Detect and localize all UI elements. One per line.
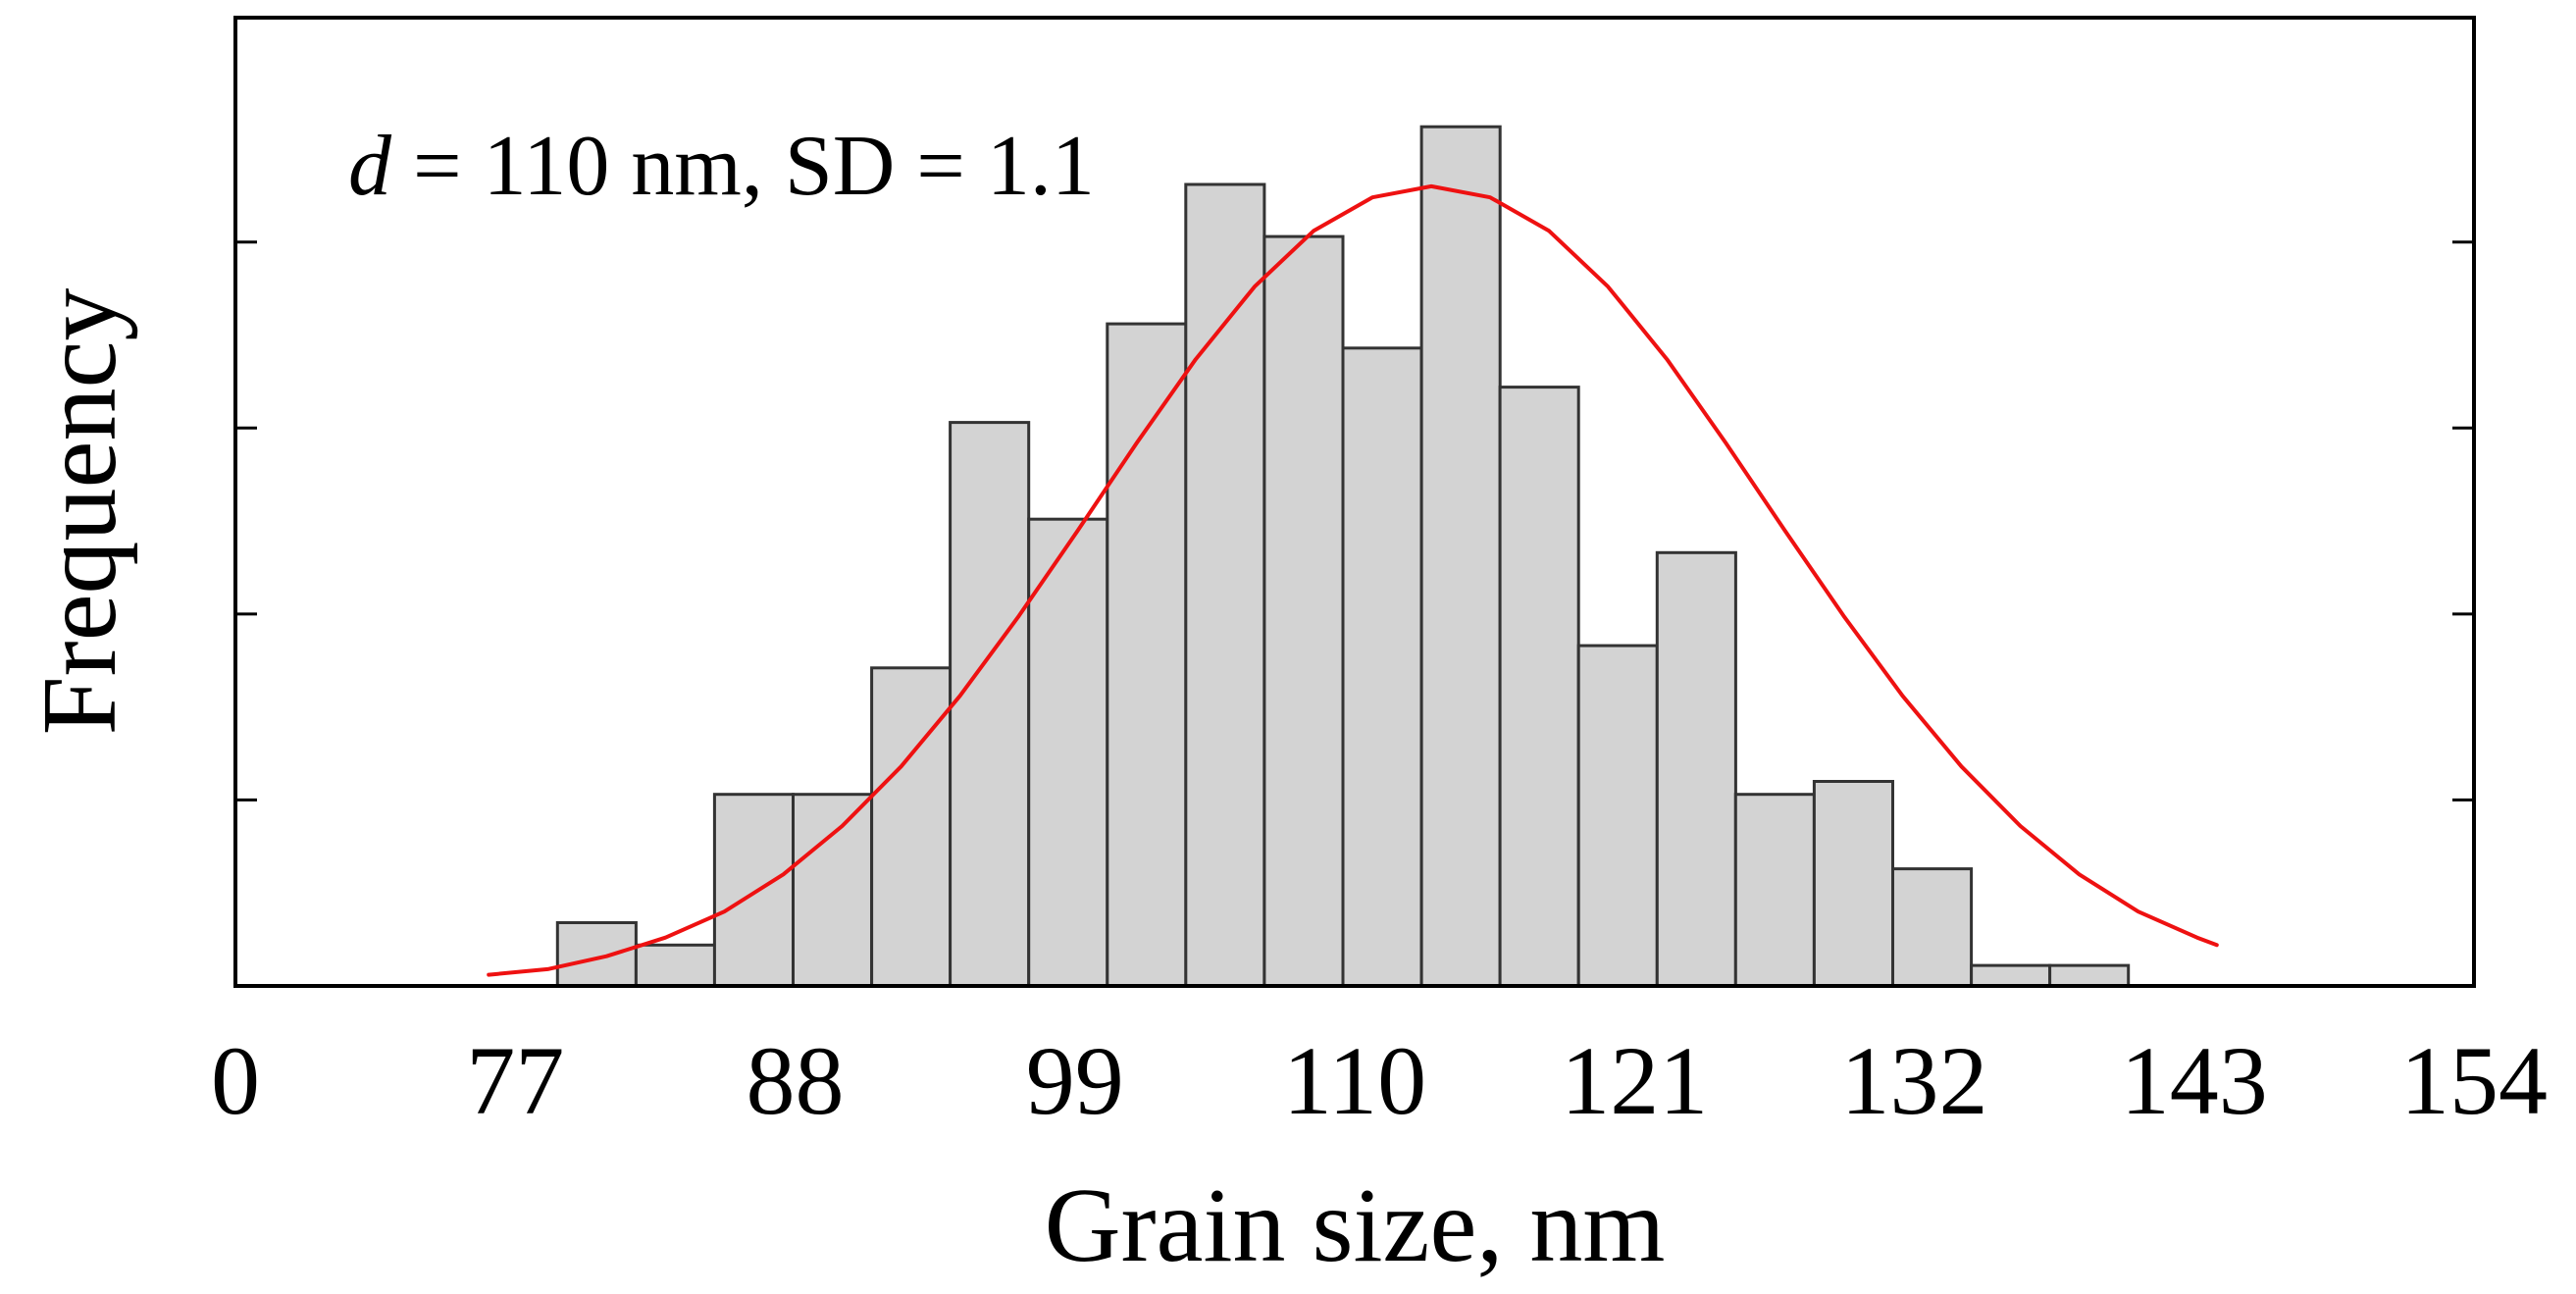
histogram-bar [1812, 780, 1895, 988]
histogram-bar [1970, 963, 2052, 988]
histogram-bar [1655, 550, 1737, 988]
x-tick-label: 77 [466, 1026, 564, 1135]
x-tick-label: 154 [2400, 1026, 2548, 1135]
histogram-bar [949, 421, 1031, 988]
normal-fit-curve [487, 183, 2219, 977]
histogram-bar [1262, 234, 1345, 988]
histogram-bar [1184, 182, 1266, 988]
histogram-bar [1733, 793, 1816, 988]
x-tick-label: 143 [2121, 1026, 2268, 1135]
histogram-bar [870, 666, 953, 988]
x-tick-label: 110 [1283, 1026, 1426, 1135]
x-tick-label: 88 [747, 1026, 845, 1135]
x-tick-label: 132 [1841, 1026, 1988, 1135]
histogram-bar [1419, 125, 1502, 988]
histogram-bar [555, 921, 638, 988]
annotation-text: = 110 nm, SD = 1.1 [391, 119, 1095, 214]
histogram-bar [792, 793, 874, 988]
plot-frame [233, 16, 2476, 988]
histogram-bar [712, 793, 796, 988]
normal-fit-curve-layer [487, 183, 2219, 977]
histogram-bar [1576, 644, 1659, 988]
histogram-bar [634, 943, 717, 988]
histogram-bar [1891, 867, 1974, 988]
histogram-bar [1027, 517, 1109, 988]
histogram-bar [1498, 386, 1580, 988]
histogram-bar [1341, 346, 1423, 988]
y-axis-title: Frequency [22, 288, 138, 736]
histogram-bars [555, 125, 2131, 988]
axis-ticks [235, 240, 2474, 802]
x-axis-title: Grain size, nm [1045, 1167, 1666, 1284]
x-tick-labels: 0 77 88 99 110 121 132 143 154 [211, 1026, 2548, 1135]
x-tick-label: 121 [1561, 1026, 1708, 1135]
x-tick-label: 99 [1026, 1026, 1124, 1135]
statistics-annotation: d = 110 nm, SD = 1.1 [348, 119, 1095, 214]
histogram-bar [1106, 322, 1188, 988]
x-tick-label: 0 [211, 1026, 260, 1135]
annotation-variable: d [348, 119, 392, 214]
histogram-bar [2048, 963, 2131, 988]
